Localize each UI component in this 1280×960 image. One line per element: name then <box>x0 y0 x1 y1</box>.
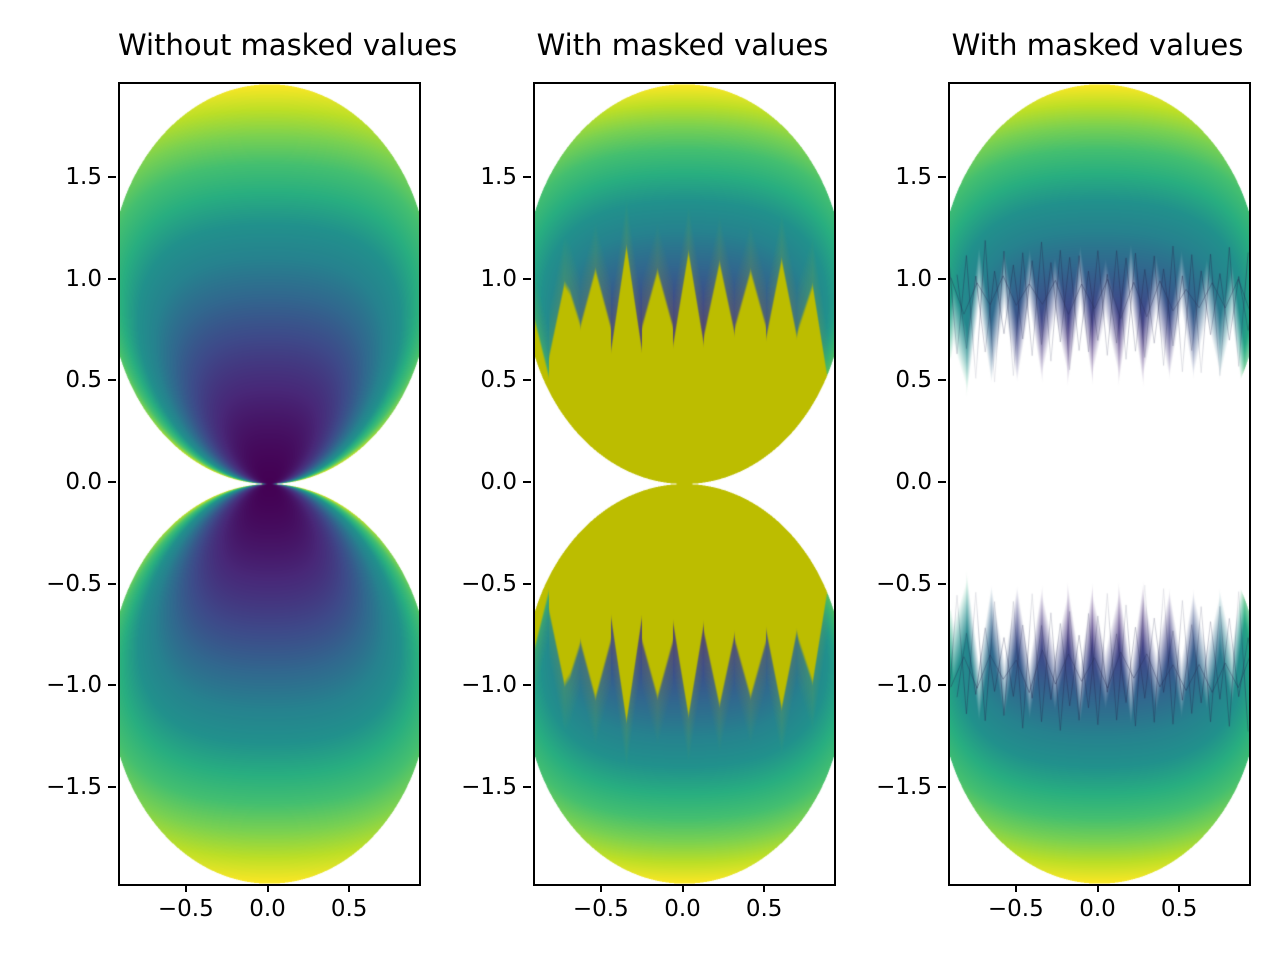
y-tick-mark <box>108 379 116 382</box>
y-tick-label: −0.5 <box>876 570 932 597</box>
tripcolor-canvas-2 <box>950 84 1249 884</box>
y-tick-label: 0.0 <box>480 469 517 495</box>
x-tick-label: 0.5 <box>1160 896 1198 922</box>
y-tick-label: 1.0 <box>895 265 932 292</box>
axes-without-masked <box>118 82 421 886</box>
x-tick-mark <box>681 884 684 892</box>
y-tick-mark <box>523 786 531 789</box>
x-tick-mark <box>266 884 269 892</box>
x-tick-mark <box>599 884 602 892</box>
y-tick-label: −1.0 <box>46 672 102 699</box>
y-tick-label: 1.0 <box>480 265 517 292</box>
y-tick-mark <box>108 277 116 280</box>
y-tick-mark <box>938 175 946 178</box>
y-tick-label: −1.0 <box>461 672 517 699</box>
x-tick-label: 0.0 <box>249 896 286 922</box>
y-tick-mark <box>523 582 531 585</box>
y-tick-mark <box>523 684 531 687</box>
x-tick-label: −0.5 <box>157 896 214 922</box>
x-tick-label: 0.0 <box>664 896 701 922</box>
y-tick-mark <box>938 582 946 585</box>
y-tick-mark <box>938 684 946 687</box>
y-tick-mark <box>938 379 946 382</box>
y-tick-mark <box>108 582 116 585</box>
y-tick-mark <box>523 379 531 382</box>
y-tick-mark <box>108 481 116 483</box>
tripcolor-canvas-0 <box>120 84 419 884</box>
x-tick-label: 0.5 <box>330 896 368 922</box>
y-tick-mark <box>108 786 116 789</box>
x-tick-mark <box>1096 884 1099 892</box>
y-tick-label: −1.5 <box>461 774 517 801</box>
x-tick-mark <box>1178 884 1181 892</box>
x-tick-mark <box>348 884 351 892</box>
y-tick-label: 0.5 <box>480 367 517 394</box>
subplot-title-2: With masked values <box>536 28 829 62</box>
axes-with-masked-removed <box>948 82 1251 886</box>
y-tick-mark <box>938 481 946 483</box>
x-tick-mark <box>1014 884 1017 892</box>
y-tick-mark <box>523 175 531 178</box>
x-tick-mark <box>763 884 766 892</box>
y-tick-label: 1.0 <box>65 265 102 292</box>
tripcolor-canvas-1 <box>535 84 834 884</box>
x-tick-label: −0.5 <box>987 896 1044 922</box>
y-tick-label: −1.5 <box>876 774 932 801</box>
axes-with-masked-filled <box>533 82 836 886</box>
y-tick-label: 0.0 <box>895 469 932 495</box>
y-tick-label: 1.5 <box>65 163 102 190</box>
y-tick-label: 0.5 <box>65 367 102 394</box>
y-tick-label: 1.5 <box>480 163 517 190</box>
x-tick-label: 0.0 <box>1079 896 1116 922</box>
subplot-title-1: Without masked values <box>118 28 458 62</box>
y-tick-mark <box>938 786 946 789</box>
y-tick-label: 0.0 <box>65 469 102 495</box>
y-tick-label: 1.5 <box>895 163 932 190</box>
y-tick-label: −0.5 <box>461 570 517 597</box>
x-tick-mark <box>184 884 187 892</box>
x-tick-label: −0.5 <box>572 896 629 922</box>
y-tick-mark <box>108 175 116 178</box>
y-tick-label: 0.5 <box>895 367 932 394</box>
y-tick-mark <box>523 277 531 280</box>
y-tick-label: −1.5 <box>46 774 102 801</box>
y-tick-label: −1.0 <box>876 672 932 699</box>
y-tick-mark <box>938 277 946 280</box>
y-tick-mark <box>108 684 116 687</box>
subplot-title-3: With masked values <box>951 28 1244 62</box>
y-tick-label: −0.5 <box>46 570 102 597</box>
x-tick-label: 0.5 <box>745 896 783 922</box>
y-tick-mark <box>523 481 531 483</box>
